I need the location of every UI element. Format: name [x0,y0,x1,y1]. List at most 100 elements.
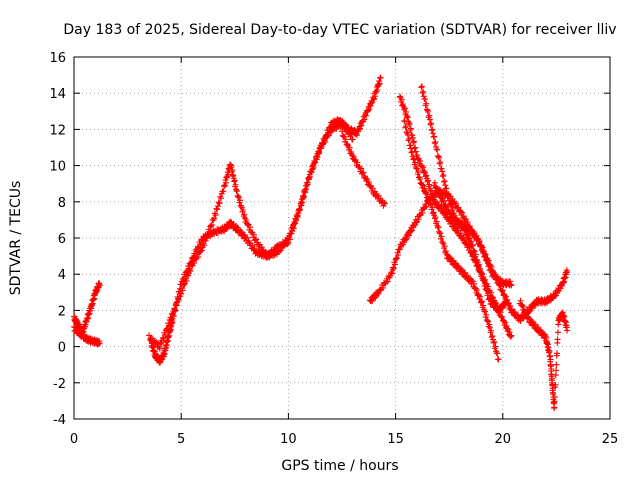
data-point [360,169,367,176]
data-point [285,239,292,246]
data-point [562,319,569,326]
data-point [175,296,182,303]
y-tick-label: 14 [49,87,66,102]
data-point [471,280,478,287]
data-point [426,116,433,123]
data-point [429,204,436,211]
data-point [409,227,416,234]
data-point [453,200,460,207]
y-tick-label: 8 [58,196,66,211]
data-point [442,248,449,255]
data-point [427,200,434,207]
data-point [208,221,215,228]
data-point [512,309,519,316]
data-point [559,282,566,289]
data-point [400,103,407,110]
data-point [156,345,163,352]
data-point [499,287,506,294]
data-point [489,333,496,340]
data-point [288,230,295,237]
data-point [358,165,365,172]
data-point [497,283,504,290]
x-tick-label: 10 [280,432,297,447]
data-point [475,261,482,268]
data-point [432,138,439,145]
data-point [433,218,440,225]
data-point [401,118,408,125]
data-point [191,260,198,267]
data-point [483,286,490,293]
x-axis-ticks: 0 5 10 15 20 25 [70,57,618,447]
data-point [499,287,506,294]
data-point [420,182,427,189]
y-tick-label: -4 [53,413,66,428]
data-point [448,211,455,218]
data-point [410,138,417,145]
data-point [208,222,215,229]
data-point [363,112,370,119]
data-point [467,238,474,245]
data-point [240,207,247,214]
data-point [342,136,349,143]
data-point [484,317,491,324]
data-point [449,205,456,212]
data-point [430,134,437,141]
data-point [202,237,209,244]
data-point [461,269,468,276]
data-point [406,232,413,239]
data-point [447,201,454,208]
data-point [358,122,365,129]
data-point [398,96,405,103]
data-point [446,253,453,260]
data-point [517,317,524,324]
data-point [505,300,512,307]
data-point [407,145,414,152]
series-trace-c [148,119,356,366]
data-point [339,132,346,139]
data-point [423,106,430,113]
data-point [419,209,426,216]
data-point [418,83,425,90]
data-point [437,159,444,166]
data-point [374,86,381,93]
data-point [205,232,211,239]
data-point [564,327,571,334]
data-point [523,310,530,317]
data-point [215,199,222,206]
data-point [421,185,428,192]
data-point [426,196,433,203]
data-point [441,178,448,185]
chart-title: Day 183 of 2025, Sidereal Day-to-day VTE… [63,22,616,38]
data-point [166,332,173,339]
data-point [323,132,330,139]
data-point [485,257,492,264]
data-point [472,251,479,258]
data-point [354,159,361,166]
y-tick-label: 4 [58,268,66,283]
data-point [349,136,356,143]
data-point [554,329,561,336]
data-point [355,126,362,133]
data-point [434,186,441,193]
data-point [429,190,436,197]
data-point [217,193,224,200]
data-point [403,123,410,130]
data-point [469,242,476,249]
data-point [424,107,431,114]
data-point [294,214,301,221]
data-point [439,173,446,180]
data-point [377,74,384,81]
data-point [391,261,398,268]
data-point [412,159,419,166]
data-point [214,206,221,213]
data-point [243,216,250,223]
data-point [181,281,188,288]
data-point [376,80,383,87]
data-point [301,187,308,194]
data-point [529,305,536,312]
data-point [482,308,489,315]
data-point [229,166,236,173]
data-point [319,141,326,148]
data-point [258,244,265,251]
